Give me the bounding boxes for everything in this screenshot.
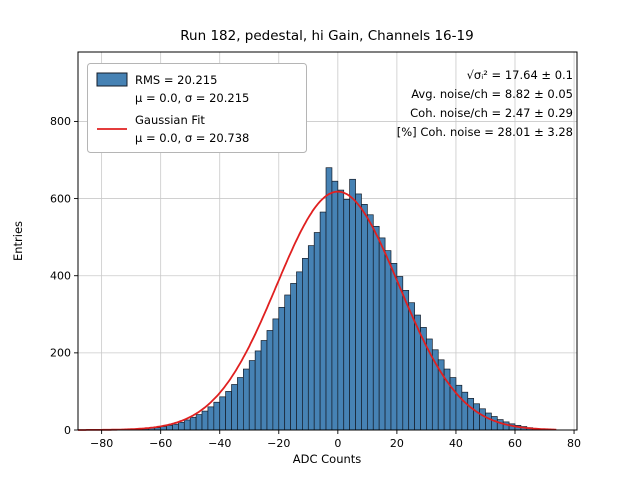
- histogram-bar: [480, 409, 486, 430]
- histogram-bar: [367, 215, 373, 430]
- x-axis-label: ADC Counts: [293, 452, 362, 466]
- y-tick-label: 0: [64, 424, 71, 437]
- histogram-bar: [279, 307, 285, 430]
- x-tick-label: −20: [267, 437, 290, 450]
- legend-fit-line1: Gaussian Fit: [135, 113, 205, 127]
- stat-coh-noise-pct: [%] Coh. noise = 28.01 ± 3.28: [397, 125, 573, 139]
- histogram-bar: [356, 194, 362, 430]
- x-tick-label: 40: [449, 437, 463, 450]
- histogram-bar: [285, 295, 291, 430]
- histogram-bar: [184, 420, 190, 430]
- histogram-bar: [226, 391, 232, 430]
- histogram-bar: [379, 238, 385, 430]
- histogram-bar: [232, 384, 238, 430]
- x-tick-label: 20: [390, 437, 404, 450]
- histogram-legend-swatch: [97, 73, 127, 86]
- y-tick-label: 200: [50, 347, 71, 360]
- y-tick-label: 800: [50, 115, 71, 128]
- histogram-bar: [474, 404, 480, 430]
- histogram-bar: [361, 204, 367, 430]
- histogram-bar: [302, 258, 308, 430]
- histogram-bar: [344, 199, 350, 430]
- histogram-bar: [202, 411, 208, 430]
- histogram-bar: [172, 424, 178, 430]
- histogram-bar: [491, 417, 497, 431]
- histogram-bar: [178, 422, 184, 430]
- histogram-bar: [167, 425, 173, 430]
- histogram-bar: [497, 420, 503, 430]
- x-tick-label: −80: [90, 437, 113, 450]
- histogram-bar: [291, 283, 297, 430]
- legend: RMS = 20.215 μ = 0.0, σ = 20.215 Gaussia…: [88, 64, 307, 153]
- x-tick-label: −40: [208, 437, 231, 450]
- histogram-bar: [190, 417, 196, 430]
- histogram-bar: [314, 233, 320, 430]
- x-tick-label: 0: [334, 437, 341, 450]
- legend-fit-line2: μ = 0.0, σ = 20.738: [135, 131, 249, 145]
- histogram-bar: [468, 398, 474, 430]
- histogram-bar: [391, 263, 397, 430]
- histogram-bar: [403, 290, 409, 430]
- histogram-bar: [326, 168, 332, 430]
- histogram-bar: [249, 361, 255, 430]
- histogram-bar: [220, 397, 226, 430]
- histogram-bar: [255, 351, 261, 430]
- stats-annotations: √σᵢ² = 17.64 ± 0.1 Avg. noise/ch = 8.82 …: [397, 68, 573, 139]
- histogram-bar: [485, 413, 491, 430]
- histogram-bar: [308, 246, 314, 430]
- histogram-bar: [462, 392, 468, 430]
- histogram-bar: [261, 341, 267, 430]
- x-tick-label: −60: [149, 437, 172, 450]
- histogram-bar: [350, 179, 356, 430]
- chart-title: Run 182, pedestal, hi Gain, Channels 16-…: [180, 28, 473, 44]
- y-tick-label: 600: [50, 192, 71, 205]
- histogram-bar: [214, 402, 220, 430]
- stat-avg-noise: Avg. noise/ch = 8.82 ± 0.05: [411, 87, 573, 101]
- y-axis-label: Entries: [11, 221, 25, 261]
- histogram-bar: [237, 378, 243, 430]
- histogram-bar: [409, 303, 415, 430]
- x-tick-label: 80: [567, 437, 581, 450]
- histogram-bar: [196, 415, 202, 430]
- histogram-bar: [243, 369, 249, 430]
- histogram-bar: [320, 212, 326, 430]
- legend-hist-line2: μ = 0.0, σ = 20.215: [135, 91, 249, 105]
- histogram-bar: [456, 385, 462, 430]
- histogram-bar: [267, 330, 273, 430]
- histogram-bar: [332, 181, 338, 430]
- histogram-bar: [373, 226, 379, 430]
- y-tick-label: 400: [50, 270, 71, 283]
- histogram-bars: [131, 168, 550, 430]
- stat-sigma-total: √σᵢ² = 17.64 ± 0.1: [467, 68, 573, 82]
- histogram-bar: [208, 407, 214, 430]
- histogram-bar: [385, 251, 391, 430]
- histogram-bar: [297, 272, 303, 430]
- x-tick-label: 60: [508, 437, 522, 450]
- histogram-bar: [273, 319, 279, 430]
- legend-hist-line1: RMS = 20.215: [135, 73, 217, 87]
- histogram-bar: [397, 276, 403, 430]
- histogram-bar: [338, 190, 344, 430]
- stat-coh-noise: Coh. noise/ch = 2.47 ± 0.29: [410, 106, 573, 120]
